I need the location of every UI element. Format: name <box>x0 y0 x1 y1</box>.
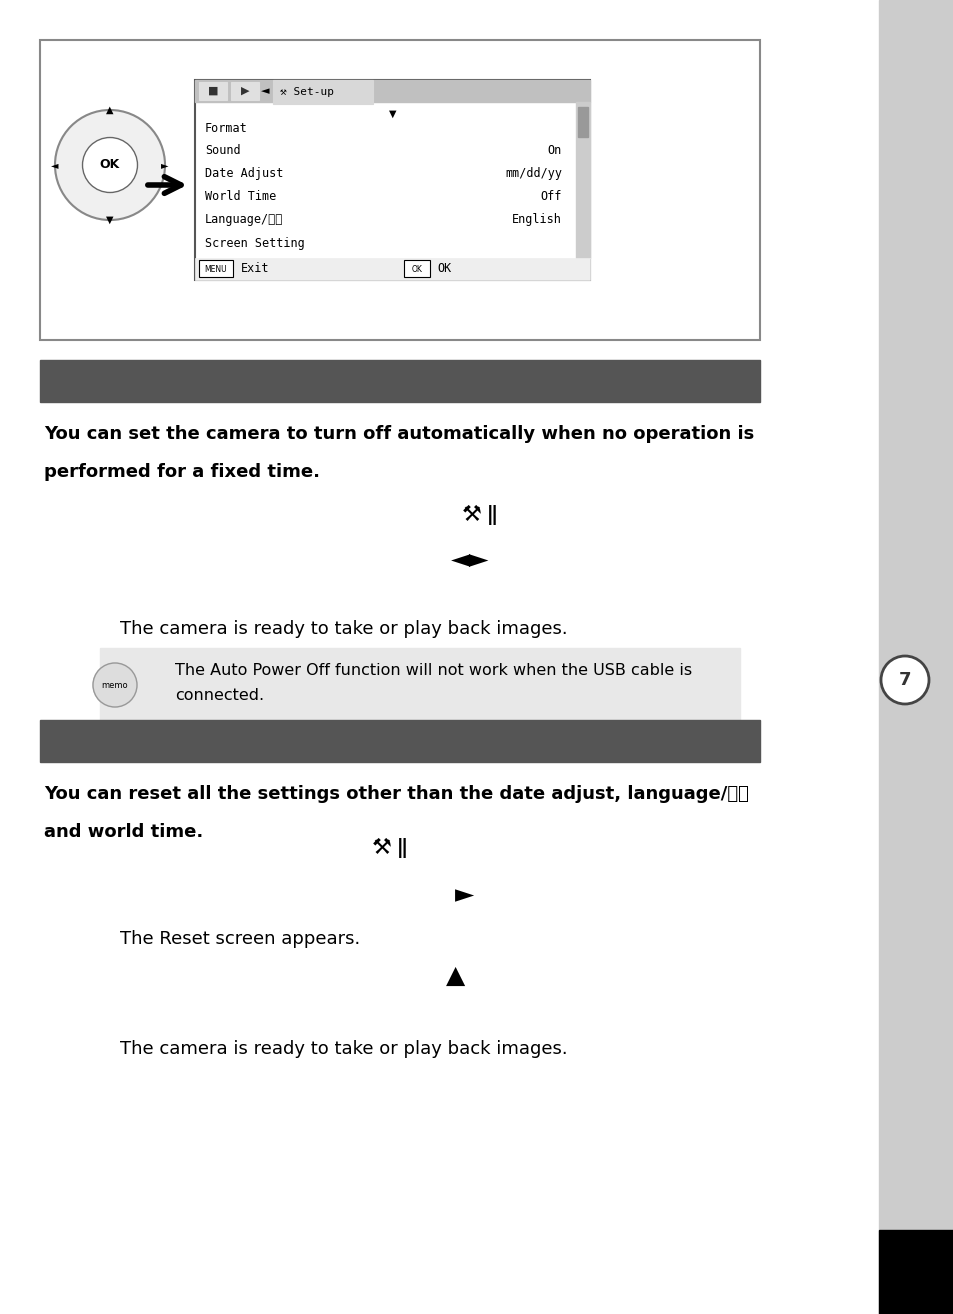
Text: English: English <box>512 213 561 226</box>
Text: performed for a fixed time.: performed for a fixed time. <box>44 463 319 481</box>
Text: ►: ► <box>161 160 169 170</box>
Bar <box>576 102 589 258</box>
Text: 7: 7 <box>898 671 910 689</box>
Text: OK: OK <box>100 159 120 172</box>
Circle shape <box>82 138 137 192</box>
Text: The camera is ready to take or play back images.: The camera is ready to take or play back… <box>120 1039 567 1058</box>
Text: Date Adjust: Date Adjust <box>205 167 283 180</box>
Text: ◄: ◄ <box>260 85 269 96</box>
Text: The camera is ready to take or play back images.: The camera is ready to take or play back… <box>120 620 567 639</box>
Text: memo: memo <box>102 681 128 690</box>
Text: ⚒ ǁ: ⚒ ǁ <box>461 505 497 526</box>
Bar <box>194 80 589 280</box>
Circle shape <box>55 110 165 219</box>
Text: ▼: ▼ <box>106 215 113 225</box>
Text: World Time: World Time <box>205 191 276 204</box>
Text: MENU: MENU <box>205 264 227 273</box>
Text: Exit: Exit <box>241 263 269 276</box>
Text: Sound: Sound <box>205 145 240 158</box>
Bar <box>40 39 760 340</box>
Bar <box>194 80 589 102</box>
Circle shape <box>92 664 137 707</box>
Bar <box>878 0 953 1314</box>
Text: Off: Off <box>540 191 561 204</box>
FancyBboxPatch shape <box>199 260 233 277</box>
Text: On: On <box>547 145 561 158</box>
Text: The Reset screen appears.: The Reset screen appears. <box>120 930 360 947</box>
Text: ⚒ Set-up: ⚒ Set-up <box>280 87 334 97</box>
Bar <box>578 106 587 137</box>
Bar <box>40 360 760 402</box>
Bar <box>878 1230 953 1314</box>
Text: ►: ► <box>455 883 475 907</box>
Text: ▶: ▶ <box>240 85 249 96</box>
Text: OK: OK <box>411 264 422 273</box>
Bar <box>231 81 258 100</box>
Text: You can set the camera to turn off automatically when no operation is: You can set the camera to turn off autom… <box>44 424 754 443</box>
Text: ⚒ ǁ: ⚒ ǁ <box>372 838 408 858</box>
Text: The Auto Power Off function will not work when the USB cable is: The Auto Power Off function will not wor… <box>174 664 691 678</box>
Text: ◄►: ◄► <box>450 548 489 572</box>
Text: mm/dd/yy: mm/dd/yy <box>504 167 561 180</box>
Bar <box>273 80 373 104</box>
Text: ▼: ▼ <box>388 109 395 120</box>
Text: ▲: ▲ <box>106 105 113 116</box>
Text: Language/言語: Language/言語 <box>205 213 283 226</box>
Text: ■: ■ <box>208 85 218 96</box>
Text: connected.: connected. <box>174 689 264 703</box>
Bar <box>40 720 760 762</box>
Bar <box>194 258 589 280</box>
Bar <box>100 648 740 723</box>
Text: ◄: ◄ <box>51 160 59 170</box>
Text: Screen Setting: Screen Setting <box>205 237 304 250</box>
Circle shape <box>880 656 928 704</box>
Text: ▲: ▲ <box>446 964 465 988</box>
Text: Format: Format <box>205 121 248 134</box>
FancyBboxPatch shape <box>403 260 430 277</box>
Text: and world time.: and world time. <box>44 823 203 841</box>
Text: OK: OK <box>436 263 451 276</box>
Text: You can reset all the settings other than the date adjust, language/言語: You can reset all the settings other tha… <box>44 784 748 803</box>
Bar <box>199 81 227 100</box>
